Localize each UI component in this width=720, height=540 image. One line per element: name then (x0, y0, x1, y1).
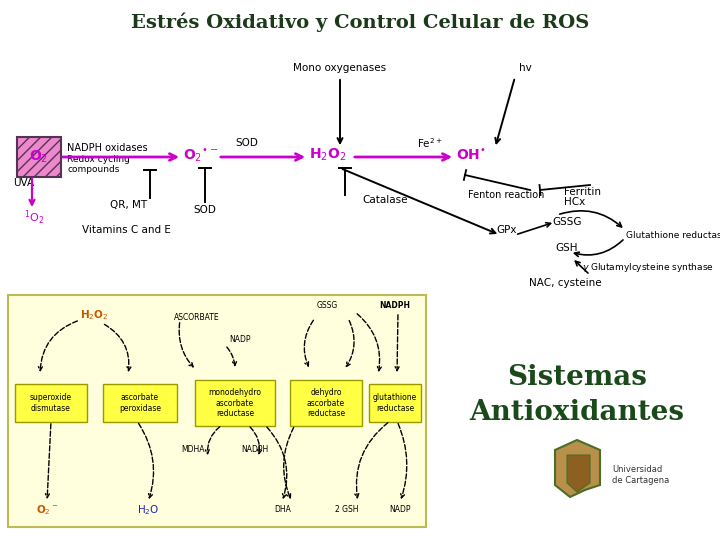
FancyBboxPatch shape (103, 384, 177, 422)
Text: Ferritin: Ferritin (564, 187, 601, 197)
Text: Mono oxygenases: Mono oxygenases (294, 63, 387, 73)
Text: MDHA: MDHA (181, 446, 204, 455)
Text: Fe$^{2+}$: Fe$^{2+}$ (417, 136, 443, 150)
FancyBboxPatch shape (195, 380, 275, 426)
Text: NADPH: NADPH (379, 300, 410, 309)
Polygon shape (567, 455, 590, 492)
Text: GSSG: GSSG (316, 300, 338, 309)
FancyBboxPatch shape (8, 295, 426, 527)
FancyBboxPatch shape (290, 380, 362, 426)
Text: O$_2$$^{•-}$: O$_2$$^{•-}$ (183, 146, 218, 164)
FancyBboxPatch shape (15, 384, 87, 422)
Text: GSH: GSH (556, 243, 578, 253)
Text: Glutathione reductase: Glutathione reductase (626, 231, 720, 240)
Text: $^1$O$_2$: $^1$O$_2$ (24, 209, 45, 227)
Text: SOD: SOD (235, 138, 258, 148)
Text: Catalase: Catalase (362, 195, 408, 205)
Text: OH$^•$: OH$^•$ (456, 147, 486, 163)
Text: O$_2$: O$_2$ (30, 149, 48, 165)
Text: ascorbate
peroxidase: ascorbate peroxidase (119, 393, 161, 413)
Text: hv: hv (518, 63, 531, 73)
Text: H$_2$O$_2$: H$_2$O$_2$ (309, 147, 346, 163)
Polygon shape (555, 440, 600, 497)
Text: QR, MT: QR, MT (110, 200, 147, 210)
Text: SOD: SOD (194, 205, 217, 215)
Text: H$_2$O: H$_2$O (137, 503, 159, 517)
Text: ASCORBATE: ASCORBATE (174, 314, 220, 322)
Text: compounds: compounds (67, 165, 120, 173)
Text: O$_2$$^-$: O$_2$$^-$ (36, 503, 58, 517)
FancyBboxPatch shape (17, 137, 61, 177)
Text: Estrés Oxidativo y Control Celular de ROS: Estrés Oxidativo y Control Celular de RO… (131, 12, 589, 32)
Text: DHA: DHA (274, 505, 292, 515)
Text: monodehydro
ascorbate
reductase: monodehydro ascorbate reductase (209, 388, 261, 418)
Text: H$_2$O$_2$: H$_2$O$_2$ (80, 308, 108, 322)
Text: HCx: HCx (564, 197, 585, 207)
Text: 2 GSH: 2 GSH (336, 505, 359, 515)
Text: dehydro
ascorbate
reductase: dehydro ascorbate reductase (307, 388, 345, 418)
Text: Universidad
de Cartagena: Universidad de Cartagena (612, 465, 670, 485)
Text: NADPH: NADPH (241, 446, 269, 455)
Text: Vitamins C and E: Vitamins C and E (82, 225, 171, 235)
Text: GSSG: GSSG (552, 217, 582, 227)
Text: $\gamma$ Glutamylcysteine synthase: $\gamma$ Glutamylcysteine synthase (582, 261, 714, 274)
Text: UVA: UVA (13, 178, 34, 188)
Text: NADP: NADP (229, 335, 251, 345)
Text: NADPH oxidases: NADPH oxidases (67, 143, 148, 153)
FancyBboxPatch shape (369, 384, 421, 422)
Text: NAC, cysteine: NAC, cysteine (528, 278, 601, 288)
Text: superoxide
dismutase: superoxide dismutase (30, 393, 72, 413)
Text: Sistemas
Antioxidantes: Sistemas Antioxidantes (469, 364, 685, 426)
Text: glutathione
reductase: glutathione reductase (373, 393, 417, 413)
Text: Fenton reaction: Fenton reaction (468, 190, 544, 200)
Text: Redox cycling: Redox cycling (67, 156, 130, 165)
Text: GPx: GPx (497, 225, 517, 235)
Text: NADP: NADP (390, 505, 410, 515)
